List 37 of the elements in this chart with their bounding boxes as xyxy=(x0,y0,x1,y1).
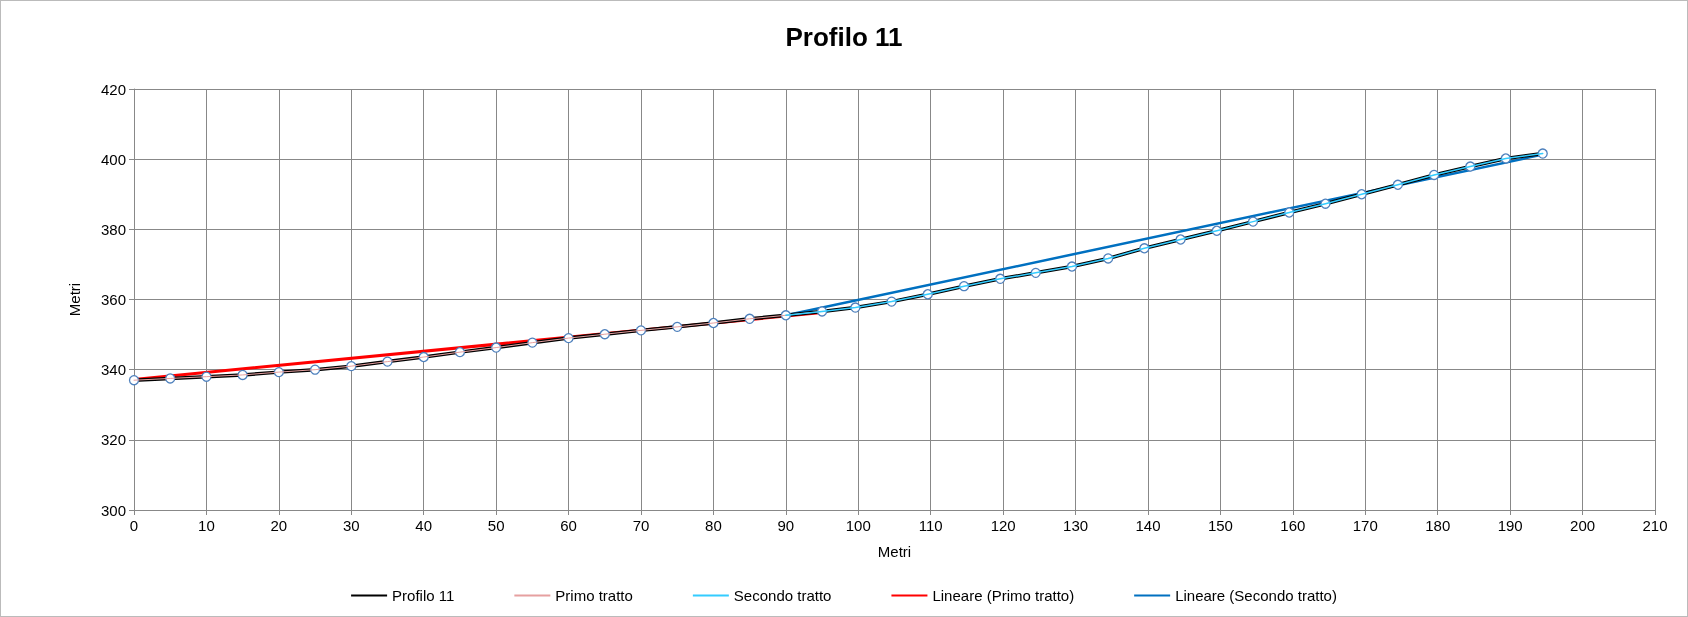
y-tick-label: 300 xyxy=(100,501,126,519)
x-tick-label: 200 xyxy=(1570,517,1596,534)
x-tick-label: 180 xyxy=(1425,517,1451,534)
x-tick-label: 90 xyxy=(777,517,795,534)
x-tick-label: 50 xyxy=(487,517,505,534)
chart-title: Profilo 11 xyxy=(785,22,903,52)
y-tick-label: 380 xyxy=(100,220,126,238)
y-axis-title: Metri xyxy=(66,282,83,317)
legend-label: Secondo tratto xyxy=(733,587,832,604)
y-tick-label: 340 xyxy=(100,361,126,379)
x-tick-label: 30 xyxy=(342,517,360,534)
x-tick-label: 100 xyxy=(845,517,871,534)
x-tick-label: 210 xyxy=(1642,517,1668,534)
x-tick-label: 20 xyxy=(270,517,288,534)
x-tick-label: 190 xyxy=(1497,517,1523,534)
legend-label: Lineare (Primo tratto) xyxy=(932,587,1075,604)
y-tick-label: 320 xyxy=(100,431,126,449)
x-tick-label: 140 xyxy=(1135,517,1161,534)
x-tick-label: 10 xyxy=(198,517,215,534)
legend-label: Profilo 11 xyxy=(392,587,455,604)
x-tick-label: 150 xyxy=(1207,517,1233,534)
x-axis-title: Metri xyxy=(877,543,912,560)
y-tick-label: 400 xyxy=(100,150,126,168)
x-tick-label: 60 xyxy=(560,517,577,534)
x-tick-label: 70 xyxy=(632,517,650,534)
x-tick-label: 0 xyxy=(129,517,139,534)
x-tick-label: 80 xyxy=(705,517,722,534)
x-tick-label: 160 xyxy=(1280,517,1306,534)
x-tick-label: 170 xyxy=(1352,517,1378,534)
legend-label: Primo tratto xyxy=(555,587,633,604)
y-tick-label: 360 xyxy=(100,291,126,308)
x-tick-label: 110 xyxy=(918,517,943,534)
legend-label: Lineare (Secondo tratto) xyxy=(1175,587,1337,604)
y-tick-label: 420 xyxy=(100,80,126,98)
x-tick-label: 120 xyxy=(990,517,1016,534)
x-tick-label: 130 xyxy=(1063,517,1089,534)
x-tick-label: 40 xyxy=(415,517,433,534)
